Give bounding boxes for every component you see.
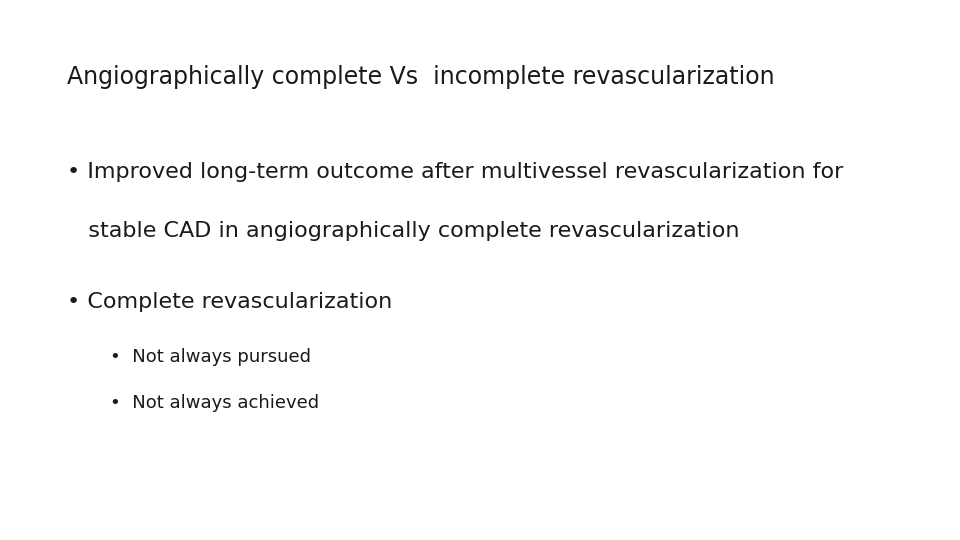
Text: Angiographically complete Vs  incomplete revascularization: Angiographically complete Vs incomplete …	[67, 65, 775, 89]
Text: • Complete revascularization: • Complete revascularization	[67, 292, 393, 312]
Text: •  Not always pursued: • Not always pursued	[110, 348, 311, 366]
Text: •  Not always achieved: • Not always achieved	[110, 394, 320, 412]
Text: • Improved long-term outcome after multivessel revascularization for: • Improved long-term outcome after multi…	[67, 162, 844, 182]
Text: stable CAD in angiographically complete revascularization: stable CAD in angiographically complete …	[67, 221, 740, 241]
